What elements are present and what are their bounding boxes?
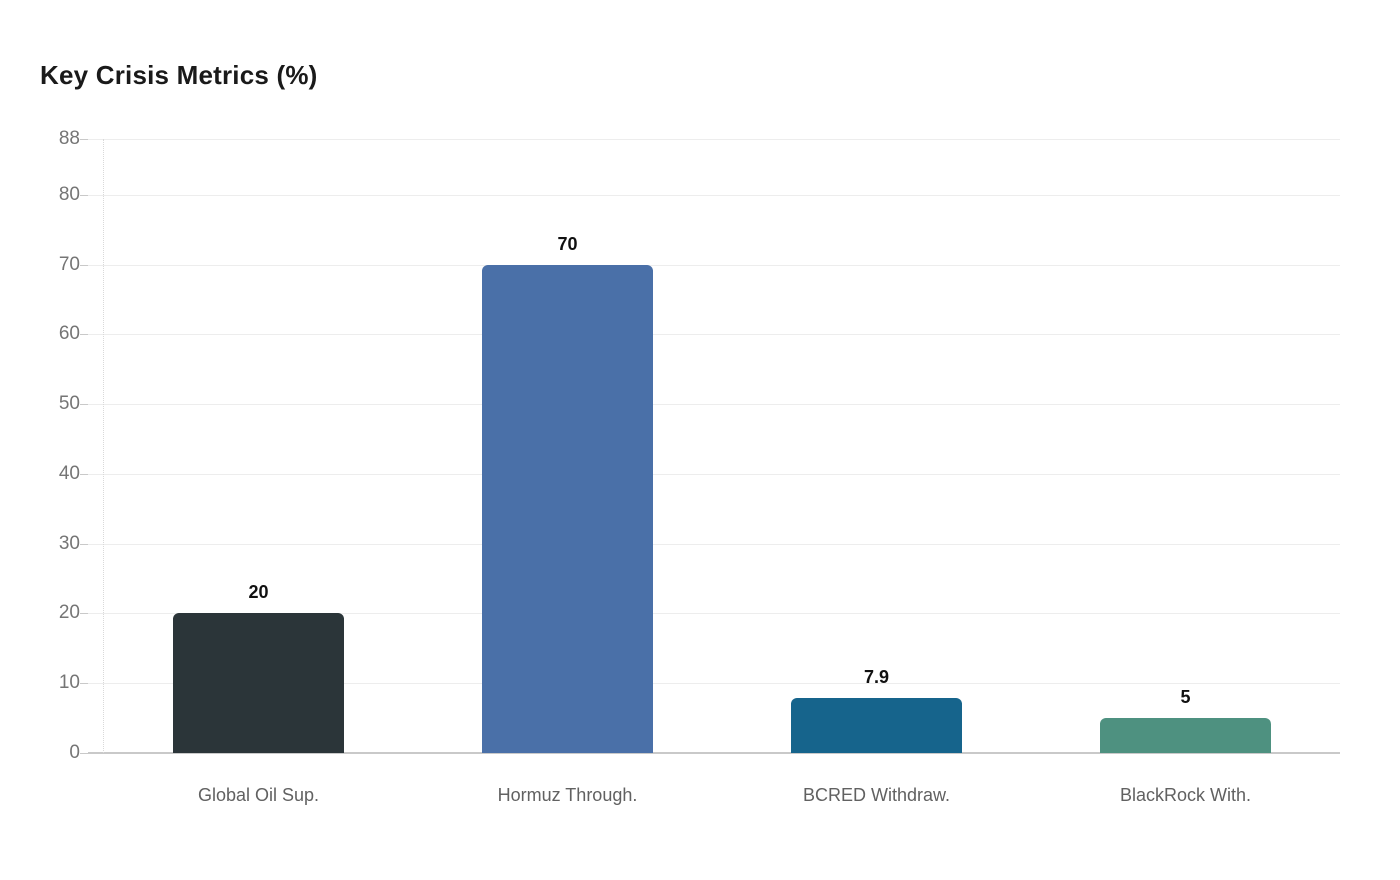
gridline — [88, 264, 1340, 266]
y-tick-label: 80 — [58, 183, 80, 205]
x-tick-label: Hormuz Through. — [497, 785, 638, 805]
y-tick-mark — [80, 139, 88, 140]
bar-hormuz-through[interactable] — [482, 264, 653, 753]
gridline — [88, 194, 1340, 196]
x-tick-label: BlackRock With. — [1119, 785, 1252, 805]
gridline — [88, 613, 1340, 615]
y-tick-label: 70 — [58, 253, 80, 275]
bar-blackrock-with[interactable] — [1100, 718, 1271, 753]
y-tick-mark — [80, 264, 88, 266]
bar-bcred-withdraw[interactable] — [791, 697, 962, 753]
x-tick-label: BCRED Withdraw. — [802, 785, 951, 805]
y-tick-mark — [80, 473, 88, 475]
y-tick-mark — [80, 613, 88, 615]
bar-value-label: 70 — [557, 233, 578, 254]
y-tick-label: 60 — [58, 323, 80, 345]
y-tick-mark — [80, 753, 88, 754]
bar-value-label: 20 — [248, 582, 269, 603]
y-axis-line — [103, 139, 104, 753]
gridline — [88, 334, 1340, 336]
y-tick-label: 88 — [58, 128, 80, 149]
gridline — [88, 404, 1340, 406]
x-tick-label: Global Oil Sup. — [197, 785, 320, 805]
gridline — [88, 139, 1340, 140]
y-tick-label: 0 — [69, 742, 80, 763]
gridline — [88, 752, 1340, 754]
bar-value-label: 7.9 — [863, 666, 890, 687]
y-tick-mark — [80, 683, 88, 685]
chart-title: Key Crisis Metrics (%) — [40, 60, 318, 90]
gridline — [88, 473, 1340, 475]
y-tick-label: 20 — [58, 602, 80, 624]
y-tick-label: 40 — [58, 462, 80, 484]
y-tick-label: 10 — [58, 672, 80, 694]
gridline — [88, 543, 1340, 545]
bar-value-label: 5 — [1180, 687, 1191, 708]
y-tick-label: 30 — [58, 532, 80, 554]
y-tick-mark — [80, 334, 88, 336]
y-tick-mark — [80, 404, 88, 406]
bar-global-oil-sup[interactable] — [173, 613, 344, 753]
y-tick-label: 50 — [58, 393, 80, 415]
gridline — [88, 683, 1340, 685]
y-tick-mark — [80, 543, 88, 545]
y-tick-mark — [80, 194, 88, 196]
